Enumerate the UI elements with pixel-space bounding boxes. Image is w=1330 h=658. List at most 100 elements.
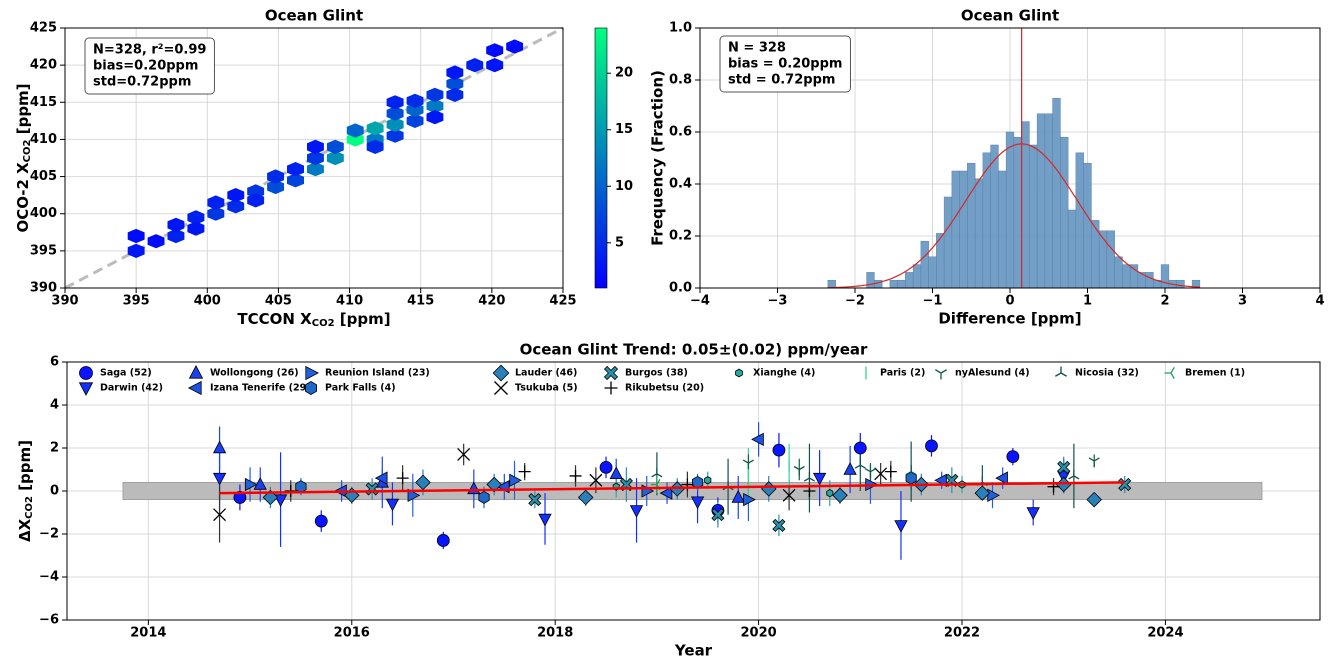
chart-title: Ocean Glint Trend: 0.05±(0.02) ppm/year [520,341,868,359]
bar [889,279,898,289]
hex-cell [207,206,225,221]
y-tick-label: 0 [50,484,59,499]
x-tick-label: 2020 [740,626,776,641]
point [905,465,917,476]
legend-label: Darwin (42) [100,383,163,394]
point [843,462,857,475]
bar [1160,264,1170,289]
point [518,465,531,478]
point [528,493,542,507]
point [244,477,258,492]
fit-curve [827,143,1200,289]
y-tick-label: 1.0 [669,21,692,36]
x-tick-label: 2016 [334,626,370,641]
y-axis-label: ΔXCO2 [ppm] [16,440,36,542]
point [884,465,897,478]
hex-cell [386,106,404,121]
legend-label: Park Falls (4) [325,383,396,394]
point [1068,469,1080,480]
y-axis-label-text: OCO-2 X [14,162,32,233]
bar [1114,256,1123,289]
point [995,471,1008,485]
hex-cell [307,139,324,154]
marks [64,26,564,290]
legend-label: Burgos (38) [625,368,688,379]
marks [122,422,1263,560]
bar [920,240,929,289]
y-tick-label: 400 [30,206,57,221]
point [407,488,421,502]
x-axis-label: TCCON XCO2 [ppm] [237,310,390,330]
y-tick-label: 395 [30,243,57,258]
point [874,467,888,481]
hex-cell [267,169,284,184]
legend-label: Paris (2) [880,368,925,379]
x-tick-label: 1 [1083,294,1092,309]
bar [1005,131,1015,289]
point [1026,507,1040,520]
point [212,440,227,454]
x-tick-label: 3 [1238,294,1247,309]
hex-cell [446,76,464,91]
legend-marker [78,382,94,396]
y-tick-label: 6 [50,355,59,370]
point [853,441,867,455]
x-tick-label: 0 [1005,294,1014,309]
point [812,472,827,486]
bar [1044,113,1053,289]
point [864,468,877,478]
y-tick-label: 0.2 [669,229,692,244]
point [832,487,848,504]
y-tick-label: 0.8 [669,73,692,88]
hex-cell [386,128,404,143]
point [894,520,908,533]
stats-frame [719,35,851,93]
point [262,489,279,506]
point [509,473,522,487]
legend-label: Wollongong (26) [210,368,299,379]
bar [1129,264,1139,289]
bar [1021,121,1030,289]
legend-marker [603,365,619,381]
point [731,489,745,503]
bar [874,279,883,289]
bar [827,279,836,289]
point [436,534,450,547]
point [538,513,552,527]
bar [1098,230,1108,289]
point [374,471,388,485]
point [751,432,764,447]
hex-cell [426,87,444,102]
bar [905,272,914,289]
stats-text: std = 0.72ppm [728,73,835,88]
legend-label: Bremen (1) [1185,368,1245,379]
trend-line [219,481,1125,495]
y-tick-label: −6 [39,613,59,628]
legend-marker [604,381,618,395]
hex-cell [287,162,304,177]
point [743,492,756,507]
bar [998,170,1007,289]
y-axis-label-sub: CO2 [22,139,33,162]
legend-marker [735,368,743,378]
y-tick-label: 410 [30,132,57,147]
y-axis-label-text: ΔX [16,518,34,542]
hex-cell [346,132,364,147]
colorbar-tick-label: 5 [615,235,624,250]
hex-cell [187,221,205,236]
point [704,476,712,485]
y-axis-label-suffix: [ppm] [16,440,34,496]
hex-cell [426,110,444,125]
point [651,467,663,478]
colorbar [594,27,608,289]
point [793,465,805,476]
x-tick-label: −2 [845,294,865,309]
hex-cell [486,43,504,58]
stats-text: N=328, r²=0.99 [93,43,206,58]
bar [959,170,968,289]
legend-marker [935,369,947,380]
hex-cell [326,139,344,154]
hex-cell [267,179,284,195]
